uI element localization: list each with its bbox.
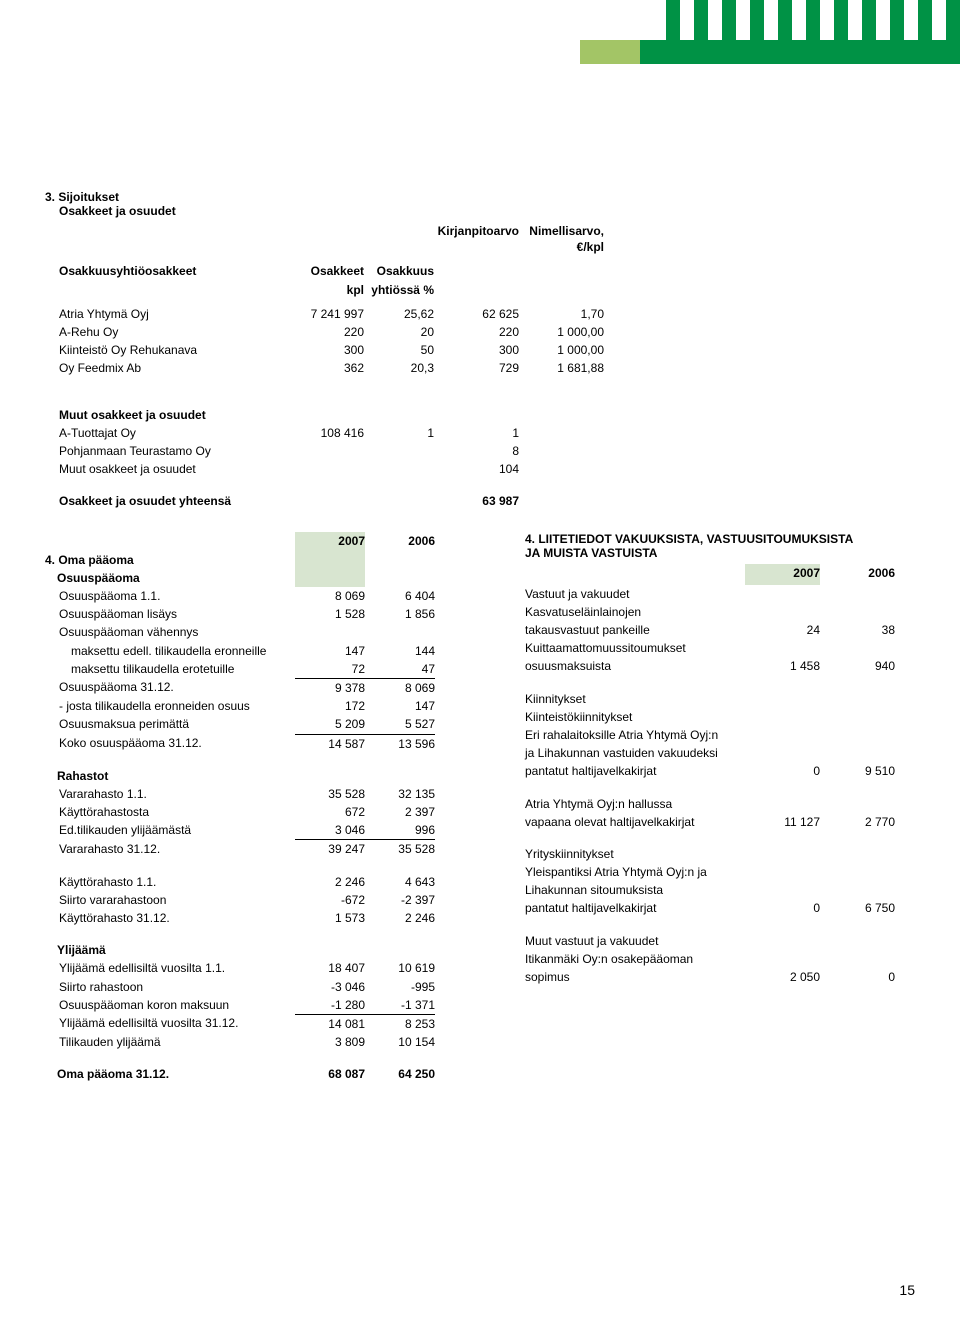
liitetiedot: 4. LIITETIEDOT VAKUUKSISTA, VASTUUSITOUM…: [525, 532, 915, 1083]
table-row: Lihakunnan sitoumuksista: [525, 881, 895, 899]
table-row: A-Tuottajat Oy108 41611: [59, 424, 604, 442]
page-number: 15: [899, 1282, 915, 1298]
hdr-kpl: kpl: [289, 281, 364, 299]
hdr-kirjanpitoarvo: Kirjanpitoarvo: [434, 222, 519, 256]
section-4-title: 4. Oma pääoma: [45, 551, 295, 569]
table-row: Oma pääoma 31.12. 68 087 64 250: [45, 1065, 435, 1083]
col-2006: 2006: [365, 532, 435, 550]
table-row: Ylijäämä edellisiltä vuosilta 31.12.14 0…: [45, 1014, 435, 1033]
table-row: Osuuspääoman vähennys: [45, 623, 435, 641]
table-row: takausvastuut pankeille2438: [525, 621, 895, 639]
table-row: Vararahasto 1.1.35 52832 135: [45, 785, 435, 803]
table-row: Tilikauden ylijäämä3 80910 154: [45, 1033, 435, 1051]
table-row: maksettu edell. tilikaudella eronneille1…: [45, 642, 435, 660]
section-3-title: 3. Sijoitukset: [45, 190, 915, 204]
table-row: pantatut haltijavelkakirjat09 510: [525, 762, 895, 780]
table-row: Vararahasto 31.12.39 24735 528: [45, 840, 435, 859]
table-row: osuusmaksuista1 458940: [525, 657, 895, 675]
table-row: Pohjanmaan Teurastamo Oy8: [59, 442, 604, 460]
table-row: maksettu tilikaudella erotetuille7247: [45, 660, 435, 679]
table-row: Eri rahalaitoksille Atria Yhtymä Oyj:n: [525, 726, 895, 744]
table-row: Yleispantiksi Atria Yhtymä Oyj:n ja: [525, 863, 895, 881]
table-row: Itikanmäki Oy:n osakepääoman: [525, 950, 895, 968]
table-row: Käyttörahastosta6722 397: [45, 803, 435, 821]
table-row: A-Rehu Oy220202201 000,00: [59, 323, 604, 341]
liite-title-2: JA MUISTA VASTUISTA: [525, 546, 915, 560]
table-row: Atria Yhtymä Oyj7 241 99725,6262 6251,70: [59, 305, 604, 323]
ylijaama-title: Ylijäämä: [45, 941, 295, 959]
liite-title-1: 4. LIITETIEDOT VAKUUKSISTA, VASTUUSITOUM…: [525, 532, 915, 546]
section-4: 2007 2006 4. Oma pääoma Osuuspääoma Osuu…: [45, 532, 495, 1083]
table-row: Ed.tilikauden ylijäämästä3 046996: [45, 821, 435, 840]
table-row: Kiinnitykset: [525, 690, 895, 708]
section-3: 3. Sijoitukset Osakkeet ja osuudet Kirja…: [45, 190, 915, 510]
table-row: Yrityskiinnitykset: [525, 845, 895, 863]
table-row: Koko osuuspääoma 31.12.14 58713 596: [45, 734, 435, 753]
table-row: Siirto rahastoon-3 046-995: [45, 978, 435, 996]
col-2007: 2007: [295, 532, 365, 550]
section-3-subtitle: Osakkeet ja osuudet: [59, 204, 915, 218]
table-row: Vastuut ja vakuudet: [525, 585, 895, 603]
table-row: Siirto vararahastoon-672-2 397: [45, 891, 435, 909]
hdr-yhtiossa: yhtiössä %: [364, 281, 434, 299]
hdr-osakkuus: Osakkuus: [364, 262, 434, 280]
hdr-osakkeet: Osakkeet: [289, 262, 364, 280]
table-row: - josta tilikaudella eronneiden osuus172…: [45, 697, 435, 715]
table-row: Osuuspääoma 1.1.8 0696 404: [45, 587, 435, 605]
table-row: Kuittaamattomuussitoumukset: [525, 639, 895, 657]
table-row: Osakkeet ja osuudet yhteensä63 987: [59, 492, 604, 510]
table-row: Osuuspääoman koron maksuun-1 280-1 371: [45, 996, 435, 1015]
table-row: Kiinteistökiinnitykset: [525, 708, 895, 726]
table-row: Osuuspääoma 31.12.9 3788 069: [45, 678, 435, 697]
section-4-sub: Osuuspääoma: [45, 569, 295, 587]
table-row: Atria Yhtymä Oyj:n hallussa: [525, 795, 895, 813]
table-row: pantatut haltijavelkakirjat06 750: [525, 899, 895, 917]
table-row: Osuusmaksua perimättä5 2095 527: [45, 715, 435, 734]
table-row: Käyttörahasto 31.12.1 5732 246: [45, 909, 435, 927]
table-row: vapaana olevat haltijavelkakirjat11 1272…: [525, 813, 895, 831]
table-row: Kiinteistö Oy Rehukanava300503001 000,00: [59, 341, 604, 359]
hdr-osakkuusyhtio: Osakkuusyhtiöosakkeet: [59, 262, 289, 280]
table-row: Ylijäämä edellisiltä vuosilta 1.1.18 407…: [45, 959, 435, 977]
col-2006-r: 2006: [820, 564, 895, 582]
rahastot-title: Rahastot: [45, 767, 295, 785]
hdr-nimellis: Nimellisarvo, €/kpl: [519, 222, 604, 256]
table-row: Osuuspääoman lisäys1 5281 856: [45, 605, 435, 623]
table-row: ja Lihakunnan vastuiden vakuudeksi: [525, 744, 895, 762]
table-row: Oy Feedmix Ab36220,37291 681,88: [59, 359, 604, 377]
table-row: Kasvatuseläinlainojen: [525, 603, 895, 621]
table-row: Muut vastuut ja vakuudet: [525, 932, 895, 950]
col-2007-r: 2007: [745, 564, 820, 582]
table-row: Muut osakkeet ja osuudet104: [59, 460, 604, 478]
table-row: sopimus2 0500: [525, 968, 895, 986]
table-row: Muut osakkeet ja osuudet: [59, 406, 604, 424]
table-row: Käyttörahasto 1.1.2 2464 643: [45, 873, 435, 891]
